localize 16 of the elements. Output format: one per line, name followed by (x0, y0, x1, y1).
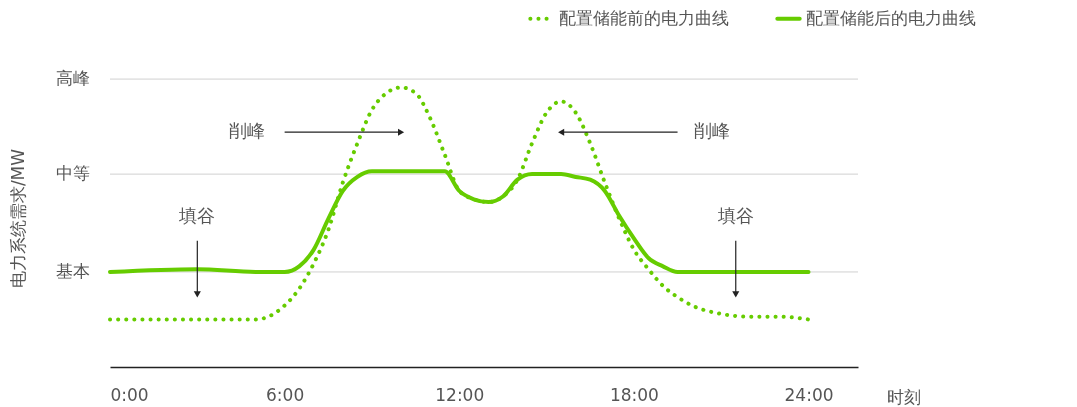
x-tick-label: 24:00 (784, 384, 834, 405)
annotation: 削峰 (228, 120, 265, 142)
x-tick-label: 18:00 (609, 384, 659, 405)
x-tick-label: 6:00 (266, 384, 305, 405)
legend-label: 配置储能前的电力曲线 (559, 7, 729, 28)
x-tick-label: 12:00 (435, 384, 485, 405)
annotation: 填谷 (716, 204, 754, 226)
ref-line-label: 高峰 (56, 68, 90, 89)
ref-line-label: 基本 (56, 260, 90, 281)
x-axis-title: 时刻 (886, 386, 921, 407)
annotation: 削峰 (694, 120, 731, 142)
x-tick-label: 0:00 (110, 384, 149, 405)
annotation: 填谷 (178, 204, 216, 226)
y-axis-title: 电力系统需求/MW (7, 148, 28, 289)
legend-label: 配置储能后的电力曲线 (806, 7, 976, 28)
ref-line-label: 中等 (56, 163, 90, 184)
